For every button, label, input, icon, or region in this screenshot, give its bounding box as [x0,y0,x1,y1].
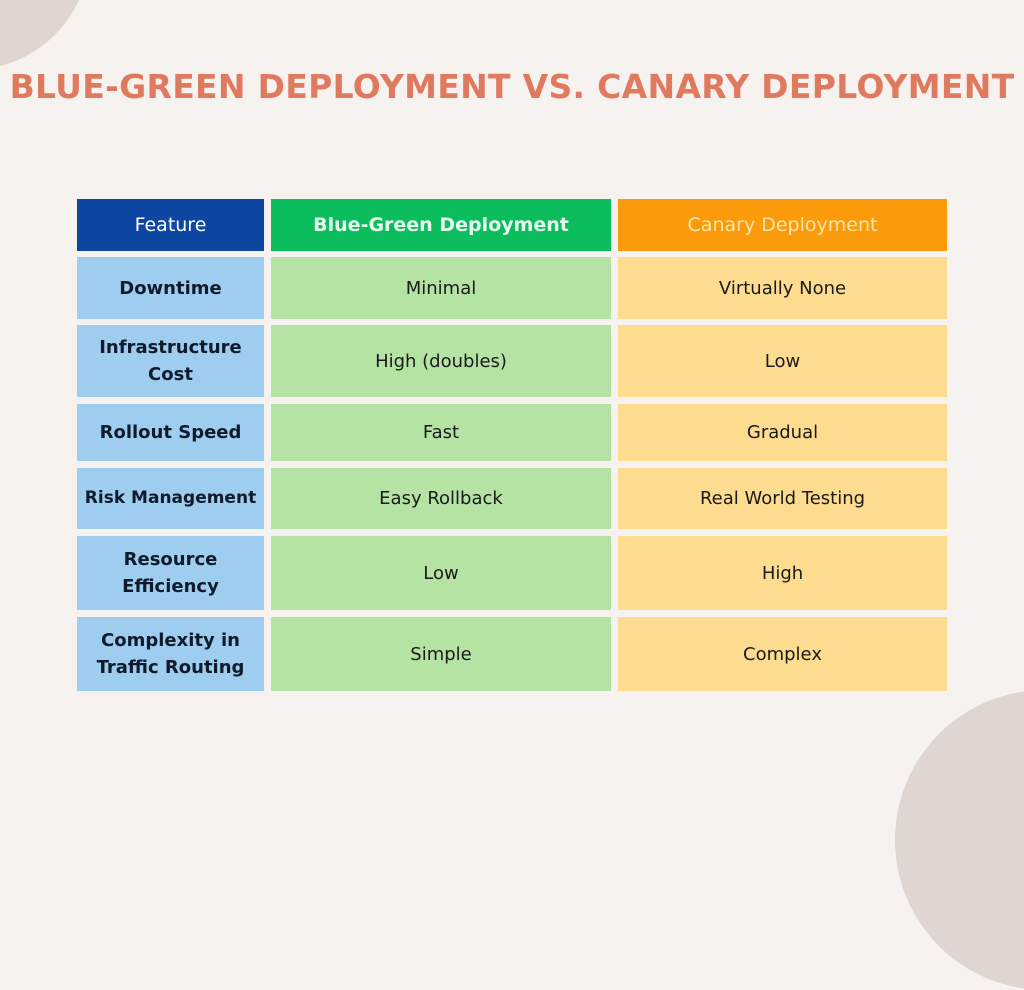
row-resource-efficiency-feature: Resource Efficiency [77,536,264,610]
row-rollout-speed-canary: Gradual [618,404,947,461]
row-infrastructure-cost-canary: Low [618,325,947,397]
row-rollout-speed-blue-green: Fast [271,404,611,461]
row-resource-efficiency-blue-green: Low [271,536,611,610]
row-risk-management-canary: Real World Testing [618,468,947,529]
decorative-circle-bottom-right [895,690,1024,990]
row-traffic-routing-feature: Complexity in Traffic Routing [77,617,264,691]
row-resource-efficiency-canary: High [618,536,947,610]
header-blue-green: Blue-Green Deployment [271,199,611,251]
row-traffic-routing-canary: Complex [618,617,947,691]
row-risk-management-feature: Risk Management [77,468,264,529]
header-feature: Feature [77,199,264,251]
row-downtime-feature: Downtime [77,257,264,319]
page-title: BLUE-GREEN DEPLOYMENT VS. CANARY DEPLOYM… [9,67,1015,106]
row-downtime-canary: Virtually None [618,257,947,319]
row-risk-management-blue-green: Easy Rollback [271,468,611,529]
decorative-circle-top-left [0,0,90,70]
row-infrastructure-cost-feature: Infrastructure Cost [77,325,264,397]
row-infrastructure-cost-blue-green: High (doubles) [271,325,611,397]
row-downtime-blue-green: Minimal [271,257,611,319]
row-traffic-routing-blue-green: Simple [271,617,611,691]
header-canary: Canary Deployment [618,199,947,251]
row-rollout-speed-feature: Rollout Speed [77,404,264,461]
